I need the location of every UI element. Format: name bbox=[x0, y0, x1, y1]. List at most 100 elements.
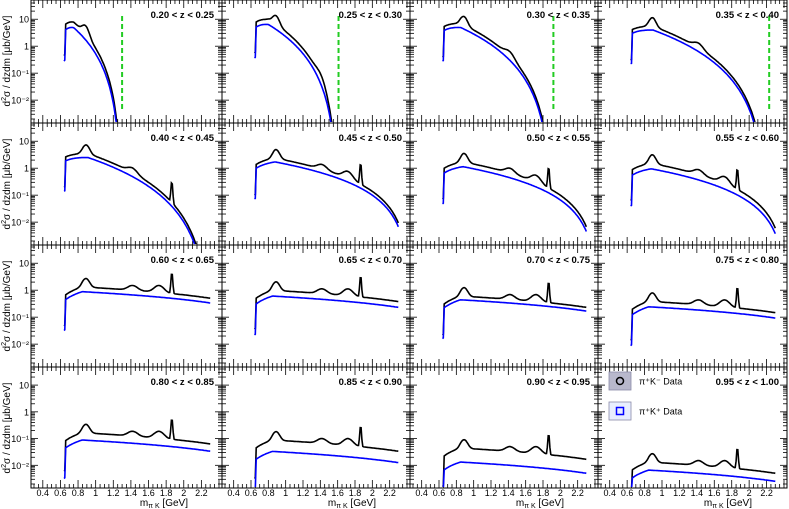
panel-frame bbox=[221, 122, 411, 246]
panel-5: 10⁻² 10⁻¹ 1 10 0.40 < z < 0.45 bbox=[11, 122, 223, 246]
panel-frame bbox=[30, 366, 223, 489]
y-axis-title: d2σ / dzdm [μb/GeV] bbox=[1, 15, 13, 106]
x-tick-label: 0.6 bbox=[433, 488, 446, 498]
panel-7: 0.50 < z < 0.55 bbox=[409, 122, 599, 246]
panel-curves bbox=[63, 144, 197, 244]
x-tick-label: 1.8 bbox=[160, 488, 173, 498]
panel-11: 0.70 < z < 0.75 bbox=[409, 244, 599, 368]
x-tick-label: 2.2 bbox=[760, 488, 773, 498]
x-tick-label: 1 bbox=[659, 488, 664, 498]
x-tick-label: 2 bbox=[181, 488, 186, 498]
axis-ticks bbox=[222, 245, 410, 367]
panel-curves bbox=[254, 148, 400, 228]
same-sign-curve bbox=[630, 168, 777, 235]
x-tick-label: 1.8 bbox=[725, 488, 738, 498]
x-tick-label: 1.2 bbox=[107, 488, 120, 498]
panel-12: 0.75 < z < 0.80 bbox=[597, 244, 788, 368]
same-sign-curve bbox=[63, 439, 211, 480]
y-tick-label: 10 bbox=[19, 381, 29, 391]
y-tick-label: 1 bbox=[24, 286, 29, 296]
opposite-sign-curve bbox=[63, 419, 211, 472]
panel-curves bbox=[441, 282, 587, 340]
same-sign-curve bbox=[254, 450, 399, 487]
panel-curves bbox=[63, 419, 211, 480]
same-sign-curve bbox=[253, 23, 332, 122]
x-tick-label: 1 bbox=[471, 488, 476, 498]
legend-entry: π⁺K⁺ Data bbox=[608, 401, 682, 421]
panel-6: 0.45 < z < 0.50 bbox=[221, 122, 411, 246]
panel-curves bbox=[63, 21, 118, 122]
panel-curves bbox=[253, 426, 399, 487]
x-tick-label: 0.6 bbox=[245, 488, 258, 498]
panel-grid: 10⁻² 10⁻¹ 1 10 0.20 < z < 0.25 0.25 < z < 0.3… bbox=[11, 0, 788, 498]
x-axis-labels: mπ K [GeV] mπ K [GeV] mπ K [GeV] mπ K [GeV] bbox=[140, 498, 752, 509]
x-tick-label: 0.4 bbox=[37, 488, 50, 498]
legend-entry: π⁺K⁻ Data bbox=[608, 371, 682, 391]
panel-label: 0.95 < z < 1.00 bbox=[716, 377, 779, 388]
x-tick-label: 2.2 bbox=[195, 488, 208, 498]
panel-1: 10⁻² 10⁻¹ 1 10 0.20 < z < 0.25 bbox=[11, 0, 223, 124]
panel-frame bbox=[597, 244, 788, 368]
x-tick-label: 1.4 bbox=[502, 488, 515, 498]
opposite-sign-curve bbox=[63, 273, 211, 327]
panel-curves bbox=[63, 273, 211, 332]
opposite-sign-curve bbox=[442, 15, 544, 122]
legend: π⁺K⁻ Data π⁺K⁺ Data bbox=[608, 371, 682, 421]
x-tick-label: 1.4 bbox=[314, 488, 327, 498]
x-tick-label: 0.8 bbox=[262, 488, 275, 498]
y-axis-title: d2σ / dzdm [μb/GeV] bbox=[1, 382, 13, 473]
same-sign-curve bbox=[63, 290, 211, 332]
panel-frame bbox=[30, 0, 223, 124]
opposite-sign-curve bbox=[630, 448, 776, 487]
opposite-sign-curve bbox=[441, 282, 587, 336]
panel-curves bbox=[442, 15, 544, 122]
panel-label: 0.65 < z < 0.70 bbox=[339, 255, 402, 266]
axis-ticks bbox=[598, 123, 787, 245]
panel-label: 0.50 < z < 0.55 bbox=[527, 133, 591, 144]
legend-label: π⁺K⁻ Data bbox=[639, 377, 682, 387]
opposite-sign-curve bbox=[253, 276, 399, 330]
x-tick-label: 1 bbox=[93, 488, 98, 498]
panel-curves bbox=[630, 153, 777, 235]
axis-ticks bbox=[222, 367, 410, 488]
axis-ticks bbox=[31, 123, 222, 245]
panel-frame bbox=[409, 366, 599, 489]
y-tick-label: 10 bbox=[19, 259, 29, 269]
panel-frame bbox=[221, 0, 411, 124]
axis-ticks bbox=[222, 0, 410, 123]
y-tick-label: 10⁻² bbox=[11, 218, 29, 228]
x-tick-label: 0.4 bbox=[227, 488, 240, 498]
x-tick-label: 1.2 bbox=[297, 488, 310, 498]
x-tick-label: 0.6 bbox=[54, 488, 67, 498]
panel-curves bbox=[630, 448, 776, 487]
x-axis-title: mπ K [GeV] bbox=[140, 498, 188, 509]
y-tick-label: 1 bbox=[24, 164, 29, 174]
x-tick-label: 0.8 bbox=[72, 488, 85, 498]
x-tick-label: 1.6 bbox=[142, 488, 155, 498]
x-tick-label: 1.8 bbox=[349, 488, 362, 498]
y-tick-label: 10⁻² bbox=[11, 461, 29, 471]
panel-label: 0.55 < z < 0.60 bbox=[716, 133, 779, 144]
y-tick-label: 10 bbox=[19, 15, 29, 25]
x-tick-label: 2 bbox=[747, 488, 752, 498]
x-tick-label: 2.2 bbox=[383, 488, 396, 498]
x-tick-label: 2.2 bbox=[571, 488, 584, 498]
opposite-sign-curve bbox=[253, 14, 333, 122]
panel-2: 0.25 < z < 0.30 bbox=[221, 0, 411, 124]
panel-curves bbox=[253, 276, 399, 336]
opposite-sign-curve bbox=[63, 21, 118, 122]
opposite-sign-curve bbox=[630, 16, 756, 122]
panel-8: 0.55 < z < 0.60 bbox=[597, 122, 788, 246]
same-sign-curve bbox=[630, 29, 755, 122]
opposite-sign-curve bbox=[442, 152, 588, 228]
panel-frame bbox=[597, 0, 788, 124]
panel-label: 0.45 < z < 0.50 bbox=[339, 133, 402, 144]
panel-curves bbox=[630, 16, 756, 122]
x-tick-label: 0.8 bbox=[450, 488, 463, 498]
panel-label: 0.80 < z < 0.85 bbox=[151, 377, 215, 388]
x-tick-label: 1 bbox=[283, 488, 288, 498]
x-tick-label: 1.2 bbox=[673, 488, 686, 498]
panel-curves bbox=[442, 152, 588, 232]
legend-marker bbox=[615, 376, 625, 386]
panel-frame bbox=[221, 366, 411, 489]
